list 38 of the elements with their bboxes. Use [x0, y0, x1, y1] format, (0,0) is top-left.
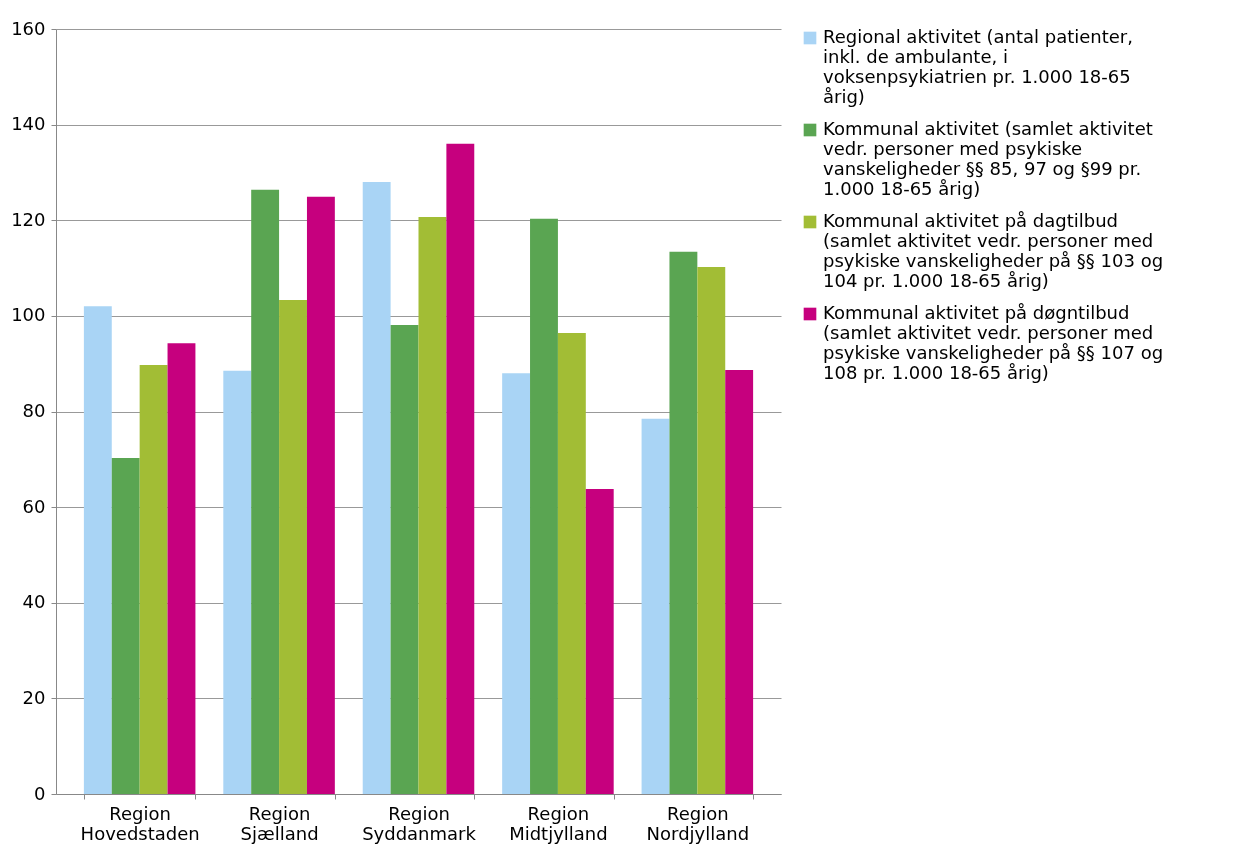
bar [167, 343, 196, 794]
y-tick-label: 20 [22, 686, 46, 708]
x-tick-label: Region Sjælland [240, 802, 319, 844]
bar [251, 189, 280, 794]
legend-label: Kommunal aktivitet (samlet aktivitet vedr. personer med psykiske vanskeligheder §§ 85, 97 og §99 pr. 1.000 18-65 årig) [823, 118, 1153, 199]
bar [697, 267, 726, 794]
y-tick-label: 60 [22, 495, 46, 517]
bar [530, 218, 558, 794]
bar [725, 369, 754, 794]
x-tick-label: Region Midtjylland [509, 802, 608, 844]
bar [669, 251, 698, 794]
bar [279, 300, 307, 794]
y-tick-label: 100 [11, 304, 46, 326]
bar [306, 196, 335, 794]
bar [139, 365, 168, 794]
bar [83, 306, 112, 794]
bar [362, 182, 391, 794]
legend-label: Kommunal aktivitet på dagtilbud (samlet aktivitet vedr. personer med psykiske vanskeligheder på §§ 103 og 104 pr. 1.000 18-65 årig) [823, 210, 1164, 291]
y-tick-label: 40 [22, 591, 46, 613]
legend-label: Kommunal aktivitet på døgntilbud (samlet aktivitet vedr. personer med psykiske vanskeligheder på §§ 107 og 108 pr. 1.000 18-65 årig) [823, 302, 1164, 383]
bar [418, 216, 447, 794]
legend-label: Regional aktivitet (antal patienter, inkl. de ambulante, i voksenpsykiatrien pr. 1.000 18-65 årig) [823, 26, 1133, 107]
bar [390, 324, 419, 794]
y-tick-label: 0 [34, 782, 46, 804]
y-tick-label: 120 [11, 208, 46, 230]
x-tick-label: Region Syddanmark [362, 802, 477, 844]
bar [223, 370, 252, 794]
x-tick-label: Region Nordjylland [646, 802, 750, 844]
bar [585, 488, 614, 794]
bar [502, 373, 531, 794]
y-tick-label: 80 [22, 400, 46, 421]
bar [446, 143, 475, 794]
x-tick-label: Region Hovedstaden [80, 802, 200, 844]
bar [557, 333, 586, 794]
y-tick-label: 140 [11, 113, 46, 135]
y-tick-label: 160 [11, 17, 46, 39]
bar [641, 418, 670, 794]
bar [111, 457, 140, 794]
